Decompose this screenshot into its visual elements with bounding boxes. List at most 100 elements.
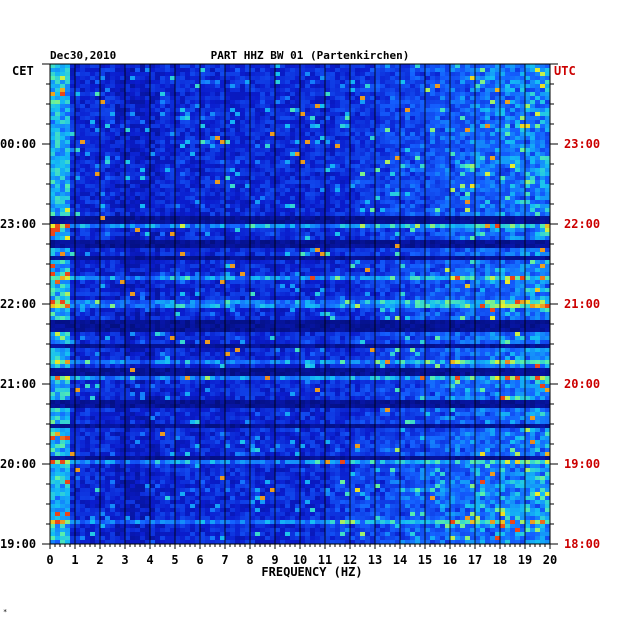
heatmap-cell [145, 208, 150, 212]
heatmap-cell [470, 192, 475, 196]
heatmap-cell [495, 64, 500, 68]
heatmap-cell [115, 68, 120, 72]
heatmap-cell [525, 160, 530, 164]
heatmap-cell [95, 92, 100, 96]
heatmap-cell [510, 188, 515, 192]
heatmap-cell [405, 192, 410, 196]
heatmap-cell [535, 92, 540, 96]
heatmap-cell [330, 200, 335, 204]
heatmap-cell [245, 124, 250, 128]
heatmap-cell [330, 184, 335, 188]
heatmap-cell [250, 240, 255, 244]
heatmap-cell [325, 124, 330, 128]
heatmap-cell [215, 152, 220, 156]
heatmap-cell [515, 76, 520, 80]
heatmap-cell [530, 156, 535, 160]
heatmap-cell [75, 256, 80, 260]
heatmap-cell [265, 160, 270, 164]
heatmap-cell [545, 116, 550, 120]
heatmap-cell [540, 144, 545, 148]
heatmap-cell [190, 148, 195, 152]
heatmap-cell [340, 236, 345, 240]
heatmap-cell [295, 208, 300, 212]
heatmap-cell [170, 184, 175, 188]
heatmap-cell [360, 116, 365, 120]
heatmap-cell [125, 88, 130, 92]
heatmap-cell [370, 240, 375, 244]
heatmap-cell [130, 220, 135, 224]
heatmap-cell [535, 160, 540, 164]
heatmap-cell [505, 244, 510, 248]
heatmap-cell [190, 128, 195, 132]
heatmap-cell [200, 80, 205, 84]
heatmap-cell [230, 124, 235, 128]
heatmap-cell [505, 252, 510, 256]
heatmap-cell [465, 244, 470, 248]
heatmap-cell [185, 64, 190, 68]
heatmap-cell [345, 208, 350, 212]
heatmap-cell [385, 76, 390, 80]
heatmap-cell [375, 192, 380, 196]
heatmap-cell [260, 192, 265, 196]
heatmap-cell [260, 92, 265, 96]
heatmap-cell [155, 148, 160, 152]
heatmap-cell [60, 76, 65, 80]
heatmap-cell [445, 200, 450, 204]
heatmap-cell [110, 120, 115, 124]
heatmap-cell [545, 132, 550, 136]
heatmap-cell [195, 144, 200, 148]
heatmap-cell [75, 212, 80, 216]
heatmap-cell [170, 96, 175, 100]
heatmap-cell [65, 88, 70, 92]
heatmap-cell [270, 224, 275, 228]
heatmap-cell [330, 64, 335, 68]
heatmap-cell [445, 184, 450, 188]
heatmap-cell [160, 228, 165, 232]
heatmap-cell [530, 96, 535, 100]
heatmap-cell [245, 200, 250, 204]
heatmap-cell [70, 88, 75, 92]
heatmap-cell [495, 260, 500, 264]
heatmap-cell [75, 100, 80, 104]
heatmap-cell [250, 228, 255, 232]
heatmap-cell [265, 116, 270, 120]
heatmap-cell [365, 252, 370, 256]
heatmap-cell [50, 104, 55, 108]
heatmap-cell [480, 176, 485, 180]
heatmap-cell [150, 208, 155, 212]
heatmap-cell [155, 232, 160, 236]
heatmap-cell [535, 200, 540, 204]
heatmap-cell [340, 140, 345, 144]
heatmap-cell [165, 172, 170, 176]
heatmap-cell [515, 132, 520, 136]
heatmap-cell [95, 100, 100, 104]
heatmap-cell [185, 120, 190, 124]
heatmap-cell [480, 92, 485, 96]
heatmap-cell [360, 92, 365, 96]
heatmap-cell [410, 168, 415, 172]
heatmap-cell [440, 96, 445, 100]
heatmap-cell [275, 208, 280, 212]
heatmap-cell [195, 68, 200, 72]
heatmap-cell [340, 176, 345, 180]
heatmap-cell [55, 68, 60, 72]
heatmap-cell [405, 196, 410, 200]
heatmap-cell [275, 128, 280, 132]
heatmap-cell [395, 64, 400, 68]
heatmap-cell [330, 156, 335, 160]
heatmap-cell [410, 68, 415, 72]
heatmap-cell [310, 116, 315, 120]
heatmap-cell [365, 172, 370, 176]
heatmap-cell [310, 168, 315, 172]
heatmap-cell [455, 196, 460, 200]
heatmap-cell [485, 136, 490, 140]
heatmap-cell [510, 260, 515, 264]
heatmap-cell [390, 172, 395, 176]
heatmap-cell [180, 252, 185, 256]
heatmap-cell [50, 68, 55, 72]
heatmap-cell [390, 240, 395, 244]
heatmap-cell [260, 80, 265, 84]
heatmap-cell [425, 80, 430, 84]
heatmap-cell [180, 220, 185, 224]
heatmap-cell [95, 80, 100, 84]
